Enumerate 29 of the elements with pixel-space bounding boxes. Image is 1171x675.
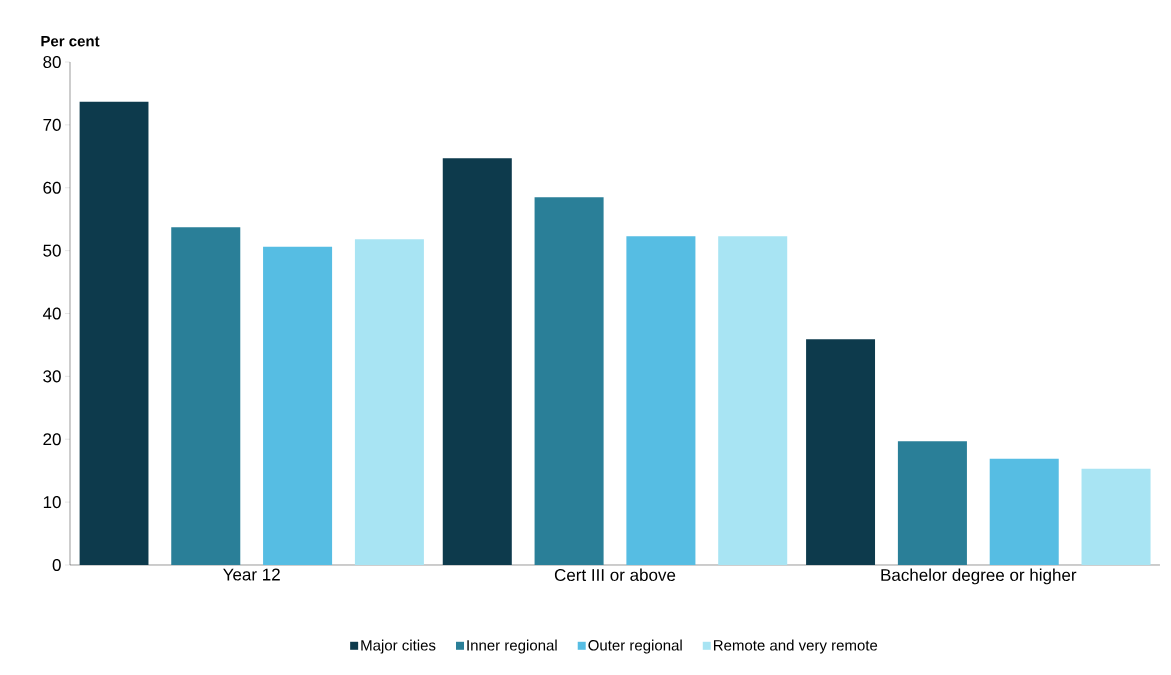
- bar: [806, 339, 876, 565]
- bar: [989, 458, 1059, 565]
- bar: [626, 236, 696, 565]
- x-tick-label: Bachelor degree or higher: [881, 568, 1077, 585]
- bar: [354, 239, 424, 565]
- x-tick-label: Year 12: [223, 568, 280, 581]
- y-tick-label: 20: [43, 433, 61, 446]
- y-tick-label: 60: [43, 181, 61, 194]
- legend-label: Outer regional: [588, 639, 682, 654]
- legend-label: Remote and very remote: [713, 639, 878, 654]
- y-tick-label: 0: [52, 558, 61, 572]
- legend-label: Major cities: [361, 639, 436, 654]
- y-tick-label: 70: [43, 118, 61, 131]
- y-axis-title: Per cent: [41, 36, 100, 47]
- y-tick-label: 40: [42, 307, 61, 320]
- bar: [897, 441, 967, 565]
- y-tick-label: 50: [43, 244, 61, 257]
- bar: [1081, 468, 1151, 565]
- bar: [79, 101, 149, 565]
- bar: [263, 246, 333, 565]
- bar: [171, 227, 241, 565]
- y-tick-label: 30: [43, 370, 61, 383]
- legend-label: Inner regional: [467, 639, 557, 654]
- bar: [442, 158, 512, 565]
- bar: [534, 197, 604, 565]
- bar: [718, 236, 788, 565]
- y-tick-label: 80: [43, 55, 61, 69]
- y-tick-label: 10: [43, 496, 61, 509]
- x-tick-label: Cert III or above: [554, 568, 676, 582]
